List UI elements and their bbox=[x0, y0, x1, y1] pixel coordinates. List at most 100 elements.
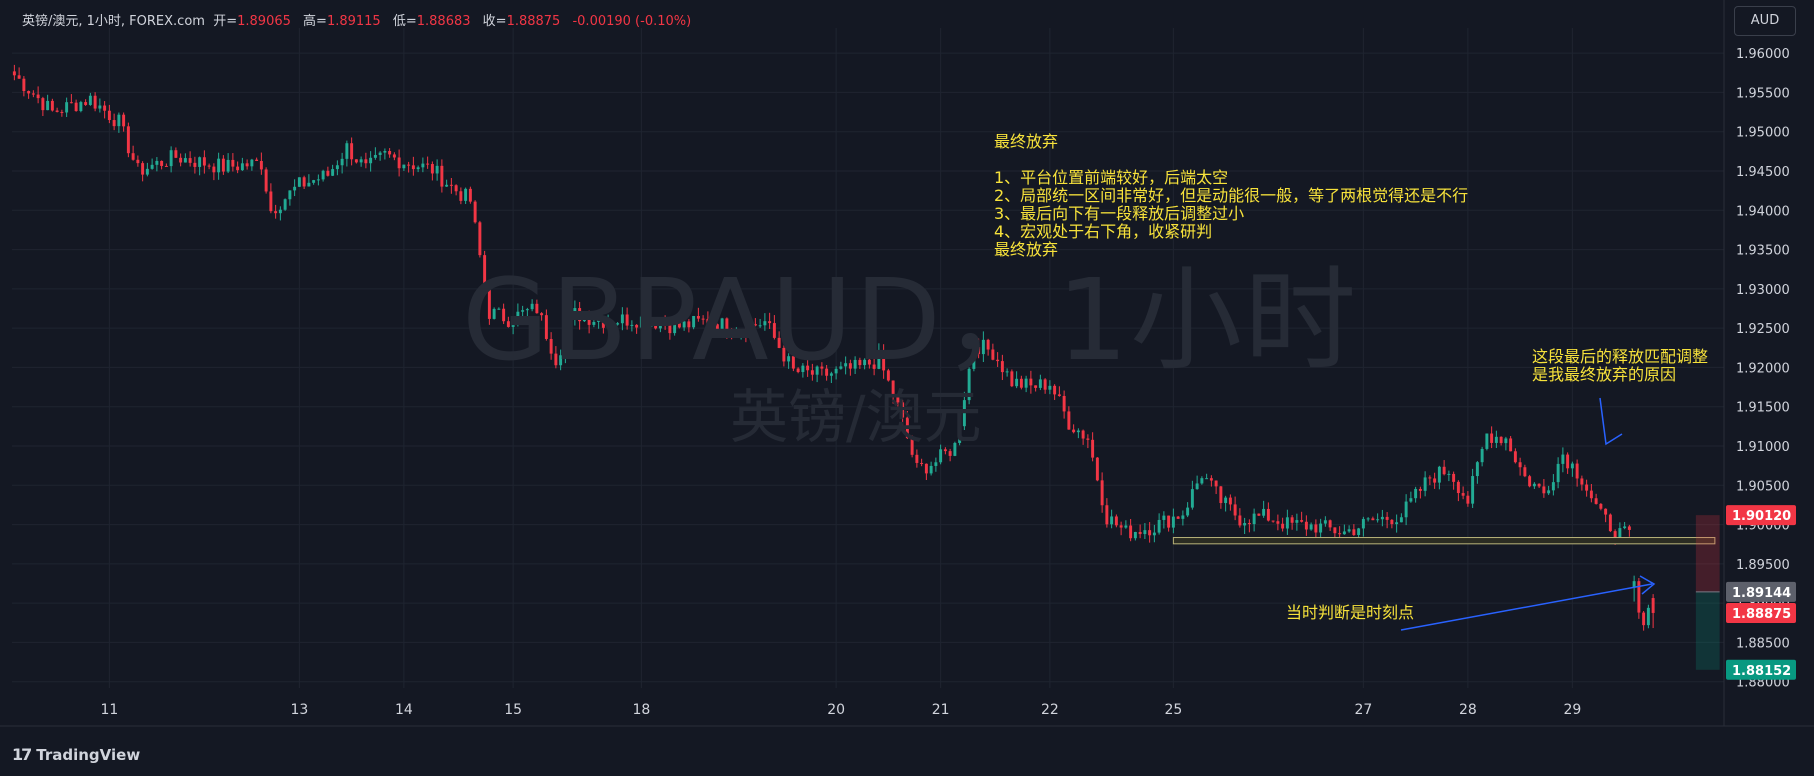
candle-body bbox=[720, 318, 724, 331]
candle-body bbox=[202, 157, 206, 166]
candle-body bbox=[820, 366, 824, 369]
candle-body bbox=[464, 188, 468, 201]
candle-body bbox=[1618, 528, 1622, 539]
y-tick-label: 1.94000 bbox=[1736, 204, 1790, 219]
candle-body bbox=[179, 157, 183, 163]
candle-body bbox=[117, 114, 121, 127]
candle-body bbox=[1266, 508, 1270, 521]
candle-body bbox=[1390, 519, 1394, 525]
main-annotation[interactable]: 最终放弃 1、平台位置前端较好，后端太空 2、局部统一区间非常好，但是动能很一般… bbox=[994, 132, 1469, 259]
candle-body bbox=[768, 321, 772, 324]
candle-body bbox=[407, 164, 411, 166]
tradingview-footer[interactable]: 17 TradingView bbox=[12, 745, 140, 764]
candle-body bbox=[863, 359, 867, 366]
candle-body bbox=[1200, 478, 1204, 484]
candle-body bbox=[245, 163, 249, 167]
candle-body bbox=[364, 159, 368, 164]
bottom-annotation[interactable]: 当时判断是时刻点 bbox=[1286, 603, 1415, 622]
candle-body bbox=[1513, 451, 1517, 463]
candle-body bbox=[559, 355, 563, 366]
candle-body bbox=[1561, 454, 1565, 464]
y-tick-label: 1.91500 bbox=[1736, 401, 1790, 416]
candle-body bbox=[1281, 523, 1285, 529]
candle-body bbox=[654, 322, 658, 329]
candle-body bbox=[763, 321, 767, 326]
candle-body bbox=[1186, 507, 1190, 516]
candle-body bbox=[1100, 480, 1104, 506]
candle-body bbox=[787, 356, 791, 362]
candle-body bbox=[1646, 607, 1650, 626]
candle-body bbox=[321, 170, 325, 180]
candle-body bbox=[240, 163, 244, 171]
candle-body bbox=[1494, 436, 1498, 443]
candle-body bbox=[882, 351, 886, 371]
candle-body bbox=[217, 158, 221, 173]
candle-body bbox=[445, 184, 449, 187]
candle-body bbox=[88, 95, 92, 105]
x-tick-label: 25 bbox=[1164, 702, 1182, 718]
candle-body bbox=[658, 323, 662, 329]
candle-body bbox=[1176, 516, 1180, 519]
candle-body bbox=[255, 159, 259, 161]
candle-body bbox=[611, 322, 615, 325]
candle-body bbox=[283, 199, 287, 210]
candle-body bbox=[1428, 477, 1432, 479]
candle-body bbox=[1570, 463, 1574, 469]
candle-body bbox=[297, 177, 301, 187]
candle-body bbox=[288, 190, 292, 200]
price-label: 1.89144 bbox=[1732, 586, 1791, 601]
candle-body bbox=[497, 308, 501, 310]
candle-body bbox=[525, 309, 529, 311]
legend-high-label: 高= bbox=[303, 14, 327, 29]
candle-body bbox=[1471, 476, 1475, 504]
candle-body bbox=[373, 154, 377, 158]
right-annotation[interactable]: 这段最后的释放匹配调整 是我最终放弃的原因 bbox=[1532, 347, 1709, 384]
candle-body bbox=[639, 316, 643, 328]
candle-body bbox=[991, 349, 995, 360]
candle-body bbox=[411, 165, 415, 170]
watermark-name: 英镑/澳元 bbox=[730, 383, 982, 451]
candle-body bbox=[905, 417, 909, 439]
candle-body bbox=[578, 308, 582, 322]
candle-body bbox=[587, 316, 591, 325]
candle-body bbox=[810, 370, 814, 375]
support-zone bbox=[1172, 537, 1716, 545]
candle-body bbox=[93, 95, 97, 109]
candle-body bbox=[706, 318, 710, 325]
candle-body bbox=[36, 94, 40, 99]
candle-body bbox=[796, 368, 800, 373]
currency-button[interactable]: AUD bbox=[1734, 6, 1796, 36]
candle-body bbox=[492, 308, 496, 319]
candle-body bbox=[682, 321, 686, 328]
candle-body bbox=[1333, 527, 1337, 534]
candle-body bbox=[1499, 436, 1503, 444]
y-tick-label: 1.96000 bbox=[1736, 47, 1790, 62]
candle-body bbox=[31, 93, 35, 95]
candle-body bbox=[150, 164, 154, 169]
candle-body bbox=[687, 321, 691, 328]
x-tick-label: 13 bbox=[290, 702, 308, 718]
candle-body bbox=[169, 150, 173, 167]
candle-body bbox=[1243, 523, 1247, 526]
candle-body bbox=[1271, 520, 1275, 522]
candle-body bbox=[397, 157, 401, 169]
candle-body bbox=[421, 163, 425, 168]
candle-body bbox=[511, 322, 515, 327]
candle-body bbox=[620, 314, 624, 324]
candle-body bbox=[1447, 473, 1451, 475]
candle-body bbox=[877, 351, 881, 369]
candle-body bbox=[1148, 530, 1152, 536]
candle-body bbox=[1380, 516, 1384, 520]
candle-body bbox=[711, 324, 715, 326]
candle-body bbox=[122, 114, 126, 127]
candle-body bbox=[1361, 518, 1365, 529]
candle-body bbox=[473, 201, 477, 223]
candle-body bbox=[302, 177, 306, 187]
legend-open: 1.89065 bbox=[237, 14, 291, 29]
candle-body bbox=[1053, 385, 1057, 395]
candle-body bbox=[772, 323, 776, 338]
candle-body bbox=[378, 152, 382, 155]
tradingview-logo-icon: 17 bbox=[12, 745, 32, 764]
